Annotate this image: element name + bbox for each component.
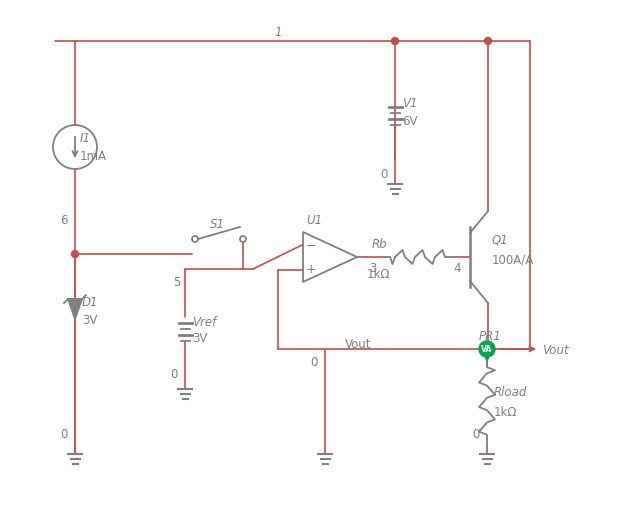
Text: 0: 0 <box>310 355 317 368</box>
Text: PR1: PR1 <box>479 329 502 342</box>
Text: 0: 0 <box>60 428 68 441</box>
Text: Vout: Vout <box>542 343 568 356</box>
Text: 0: 0 <box>170 368 177 381</box>
Text: 1: 1 <box>274 25 282 38</box>
Circle shape <box>71 251 78 258</box>
Text: Rb: Rb <box>372 237 387 250</box>
Text: U1: U1 <box>306 214 322 227</box>
Text: S1: S1 <box>210 218 225 231</box>
Text: 1mA: 1mA <box>80 149 107 162</box>
Text: 0: 0 <box>472 428 480 441</box>
Text: −: − <box>305 240 316 252</box>
Circle shape <box>483 346 491 353</box>
Text: Q1: Q1 <box>492 233 509 246</box>
Text: Rload: Rload <box>494 386 527 399</box>
Text: 4: 4 <box>453 261 461 274</box>
Text: 0: 0 <box>380 168 387 181</box>
Text: VA: VA <box>481 345 493 354</box>
Text: 3: 3 <box>369 261 376 274</box>
Text: 1kΩ: 1kΩ <box>494 406 518 419</box>
Text: +: + <box>305 263 316 275</box>
Text: 6V: 6V <box>402 115 418 128</box>
Text: Vref: Vref <box>192 315 216 328</box>
Text: 5: 5 <box>173 275 180 288</box>
Text: 3V: 3V <box>192 331 207 344</box>
Text: D1: D1 <box>82 295 98 308</box>
Text: V1: V1 <box>402 97 418 110</box>
Circle shape <box>485 38 491 45</box>
Text: I1: I1 <box>80 131 91 144</box>
Text: Vout: Vout <box>345 338 371 351</box>
Text: 1kΩ: 1kΩ <box>367 267 391 280</box>
Circle shape <box>479 342 495 357</box>
Polygon shape <box>68 299 82 319</box>
Circle shape <box>391 38 399 45</box>
Text: 100A/A: 100A/A <box>492 253 534 266</box>
Text: 6: 6 <box>60 213 68 226</box>
Text: 3V: 3V <box>82 313 98 326</box>
